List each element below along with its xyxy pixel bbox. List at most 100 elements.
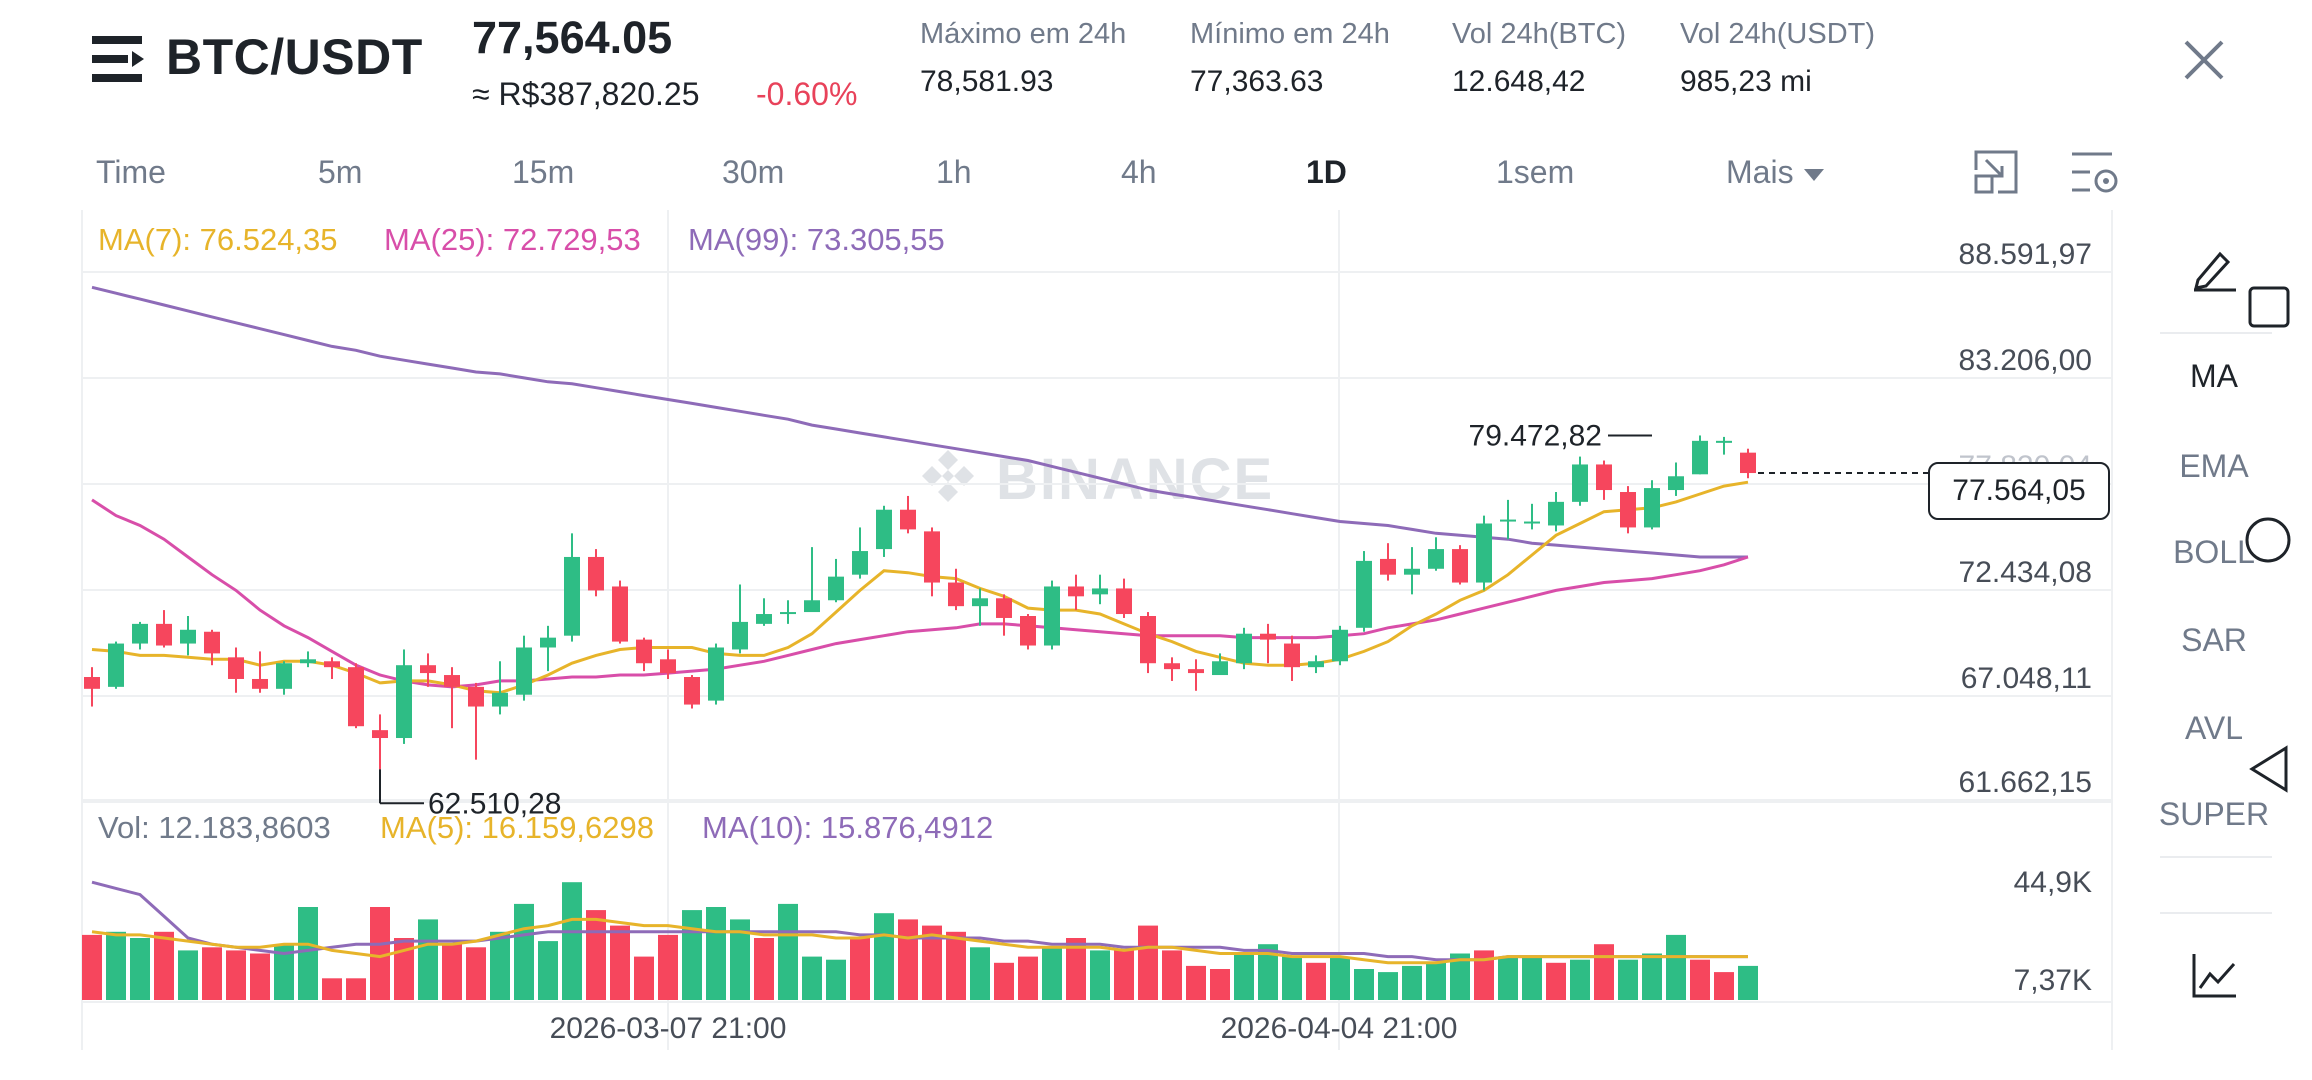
candle-body xyxy=(1308,661,1324,668)
tab-30m[interactable]: 30m xyxy=(722,154,785,190)
tab-1h[interactable]: 1h xyxy=(936,154,972,190)
last-price-tag: 77.564,05 xyxy=(1928,462,2110,520)
side-item-super[interactable]: SUPER xyxy=(2158,796,2270,832)
candle-body xyxy=(204,631,220,654)
legend-ma99: MA(99): 73.305,55 xyxy=(688,222,945,257)
tab-time[interactable]: Time xyxy=(96,154,166,190)
volume-bar xyxy=(418,919,438,1000)
candle-body xyxy=(756,614,772,624)
nav-home-icon[interactable] xyxy=(2244,516,2292,564)
volume-bar xyxy=(1474,950,1494,1000)
volume-bar xyxy=(106,931,126,1000)
stat-high-24h: Máximo em 24h 78,581.93 xyxy=(920,18,1126,99)
nav-recents-icon[interactable] xyxy=(2246,284,2292,330)
candle-body xyxy=(516,647,532,695)
volume-bar xyxy=(178,950,198,1000)
volume-bar xyxy=(250,953,270,1000)
side-item-boll[interactable]: BOLL xyxy=(2173,534,2255,570)
volume-bar xyxy=(730,919,750,1000)
indicator-chart-icon[interactable] xyxy=(2190,950,2240,1000)
stat-label: Vol 24h(BTC) xyxy=(1452,18,1627,50)
close-icon[interactable] xyxy=(2180,36,2228,84)
volume-bar xyxy=(1450,953,1470,1000)
draw-pencil-icon[interactable] xyxy=(2190,246,2240,292)
volume-bar xyxy=(226,950,246,1000)
legend-vol: Vol: 12.183,8603 xyxy=(98,810,331,845)
chart-settings-icon[interactable] xyxy=(2068,148,2120,198)
volume-bar xyxy=(994,962,1014,1000)
candle-body xyxy=(396,665,412,739)
volume-bar xyxy=(1378,972,1398,1000)
candle-body xyxy=(180,629,196,644)
volume-bar xyxy=(826,959,846,1000)
volume-bar xyxy=(490,931,510,1000)
candle-body xyxy=(1452,549,1468,583)
pair-title[interactable]: BTC/USDT xyxy=(166,29,423,85)
candle-body xyxy=(1572,464,1588,502)
volume-bar xyxy=(394,938,414,1000)
volume-bar xyxy=(1330,956,1350,1000)
volume-bar xyxy=(514,903,534,1000)
candle-body xyxy=(444,675,460,687)
price-markers: 79.472,82 62.510,28 xyxy=(379,419,1928,820)
candle-body xyxy=(1548,501,1564,526)
candle-body xyxy=(1692,440,1708,475)
volume-bar xyxy=(1354,969,1374,1000)
volume-bar xyxy=(706,907,726,1000)
volume-bar xyxy=(1090,950,1110,1000)
volume-bar xyxy=(82,934,102,1000)
candle-body xyxy=(1332,629,1348,662)
volume-bar xyxy=(1402,965,1422,1000)
candle-body xyxy=(372,730,388,739)
side-divider xyxy=(2160,856,2272,858)
tab-4h[interactable]: 4h xyxy=(1121,154,1157,190)
y-tick-label: 67.048,11 xyxy=(1960,662,2092,695)
candle-body xyxy=(468,686,484,707)
exit-fullscreen-icon[interactable] xyxy=(1972,148,2020,196)
volume-bar xyxy=(1594,944,1614,1000)
volume-bar xyxy=(1570,959,1590,1000)
tab-more-label: Mais xyxy=(1726,154,1794,190)
candle-body xyxy=(732,621,748,650)
candle-body xyxy=(276,663,292,689)
tab-1sem[interactable]: 1sem xyxy=(1496,154,1575,190)
candle-body xyxy=(324,661,340,668)
tab-15m[interactable]: 15m xyxy=(512,154,575,190)
side-item-ema[interactable]: EMA xyxy=(2179,448,2249,484)
candle-body xyxy=(420,665,436,674)
volume-bar xyxy=(658,934,678,1000)
volume-bar xyxy=(1210,969,1230,1000)
tab-5m[interactable]: 5m xyxy=(318,154,363,190)
candle-body xyxy=(1212,661,1228,676)
side-item-ma[interactable]: MA xyxy=(2190,358,2238,394)
vol-tick-label: 7,37K xyxy=(2013,964,2092,997)
tab-more[interactable]: Mais xyxy=(1726,154,1824,191)
y-tick-label: 61.662,15 xyxy=(1958,766,2092,799)
candle-body xyxy=(1140,616,1156,664)
volume-bar xyxy=(754,938,774,1000)
tab-1d[interactable]: 1D xyxy=(1306,154,1347,190)
ma-lines xyxy=(91,285,1749,695)
volume-bar xyxy=(202,947,222,1000)
stat-label: Vol 24h(USDT) xyxy=(1680,18,1876,50)
volume-bar xyxy=(1306,962,1326,1000)
candle-body xyxy=(1404,568,1420,575)
candle-body xyxy=(588,556,604,591)
volume-bar xyxy=(1666,934,1686,1000)
brl-price: ≈ R$387,820.25 xyxy=(472,76,700,112)
side-divider xyxy=(2160,332,2272,334)
legend-ma7: MA(7): 76.524,35 xyxy=(98,222,338,257)
candle-body xyxy=(708,647,724,701)
volume-bar xyxy=(1138,925,1158,1000)
stat-value: 985,23 mi xyxy=(1680,65,1812,98)
side-item-sar[interactable]: SAR xyxy=(2181,622,2247,658)
ma25-line xyxy=(91,498,1749,689)
volume-bar xyxy=(634,956,654,1000)
candle-body xyxy=(1644,488,1660,528)
side-item-avl[interactable]: AVL xyxy=(2184,710,2244,746)
change-percent: -0.60% xyxy=(756,76,858,112)
menu-icon[interactable] xyxy=(92,34,146,84)
legend-vol-ma5: MA(5): 16.159,6298 xyxy=(380,810,655,845)
nav-back-icon[interactable] xyxy=(2246,744,2292,794)
